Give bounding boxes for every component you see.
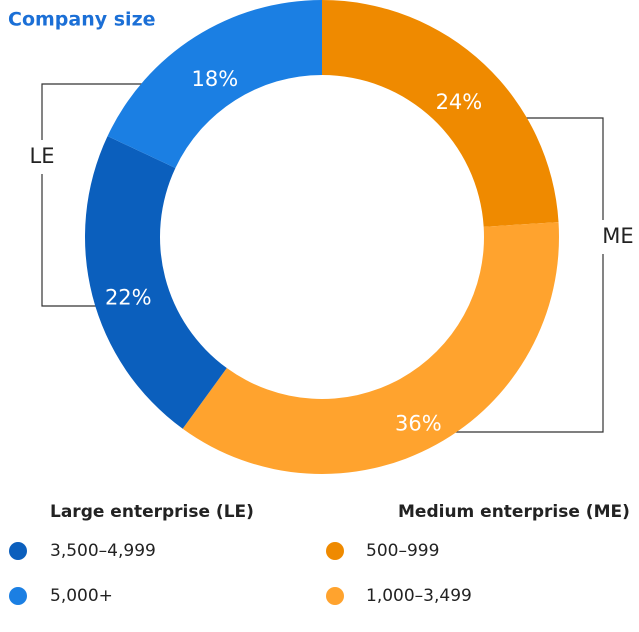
- legend-label: 1,000–3,499: [366, 586, 472, 606]
- bracket-gap: [590, 220, 639, 254]
- slice: [107, 0, 322, 169]
- legend-label: 500–999: [366, 541, 439, 561]
- chart-title: Company size: [8, 9, 156, 31]
- value-label: 24%: [436, 90, 483, 114]
- value-label: 36%: [395, 411, 442, 435]
- legend-swatch: [326, 587, 344, 605]
- slice: [322, 0, 559, 227]
- labels: 24% 36% 22% 18%: [105, 67, 482, 435]
- legend-header: Large enterprise (LE): [50, 502, 254, 522]
- bracket-gap: [22, 140, 62, 174]
- value-label: 18%: [191, 67, 238, 91]
- legend-swatch: [9, 587, 27, 605]
- group-label: ME: [602, 224, 633, 248]
- legend-label: 3,500–4,999: [50, 541, 156, 561]
- legend-label: 5,000+: [50, 586, 113, 606]
- legend-swatch: [326, 542, 344, 560]
- slice: [85, 136, 227, 429]
- value-label: 22%: [105, 286, 152, 310]
- slices: [85, 0, 560, 474]
- legend: Large enterprise (LE) 3,500–4,999 5,000+ Me…: [9, 502, 630, 606]
- bracket: [41, 83, 190, 307]
- bracket: [455, 117, 604, 433]
- legend-header: Medium enterprise (ME): [398, 502, 630, 522]
- legend-swatch: [9, 542, 27, 560]
- group-label: LE: [30, 144, 55, 168]
- slice: [182, 222, 560, 474]
